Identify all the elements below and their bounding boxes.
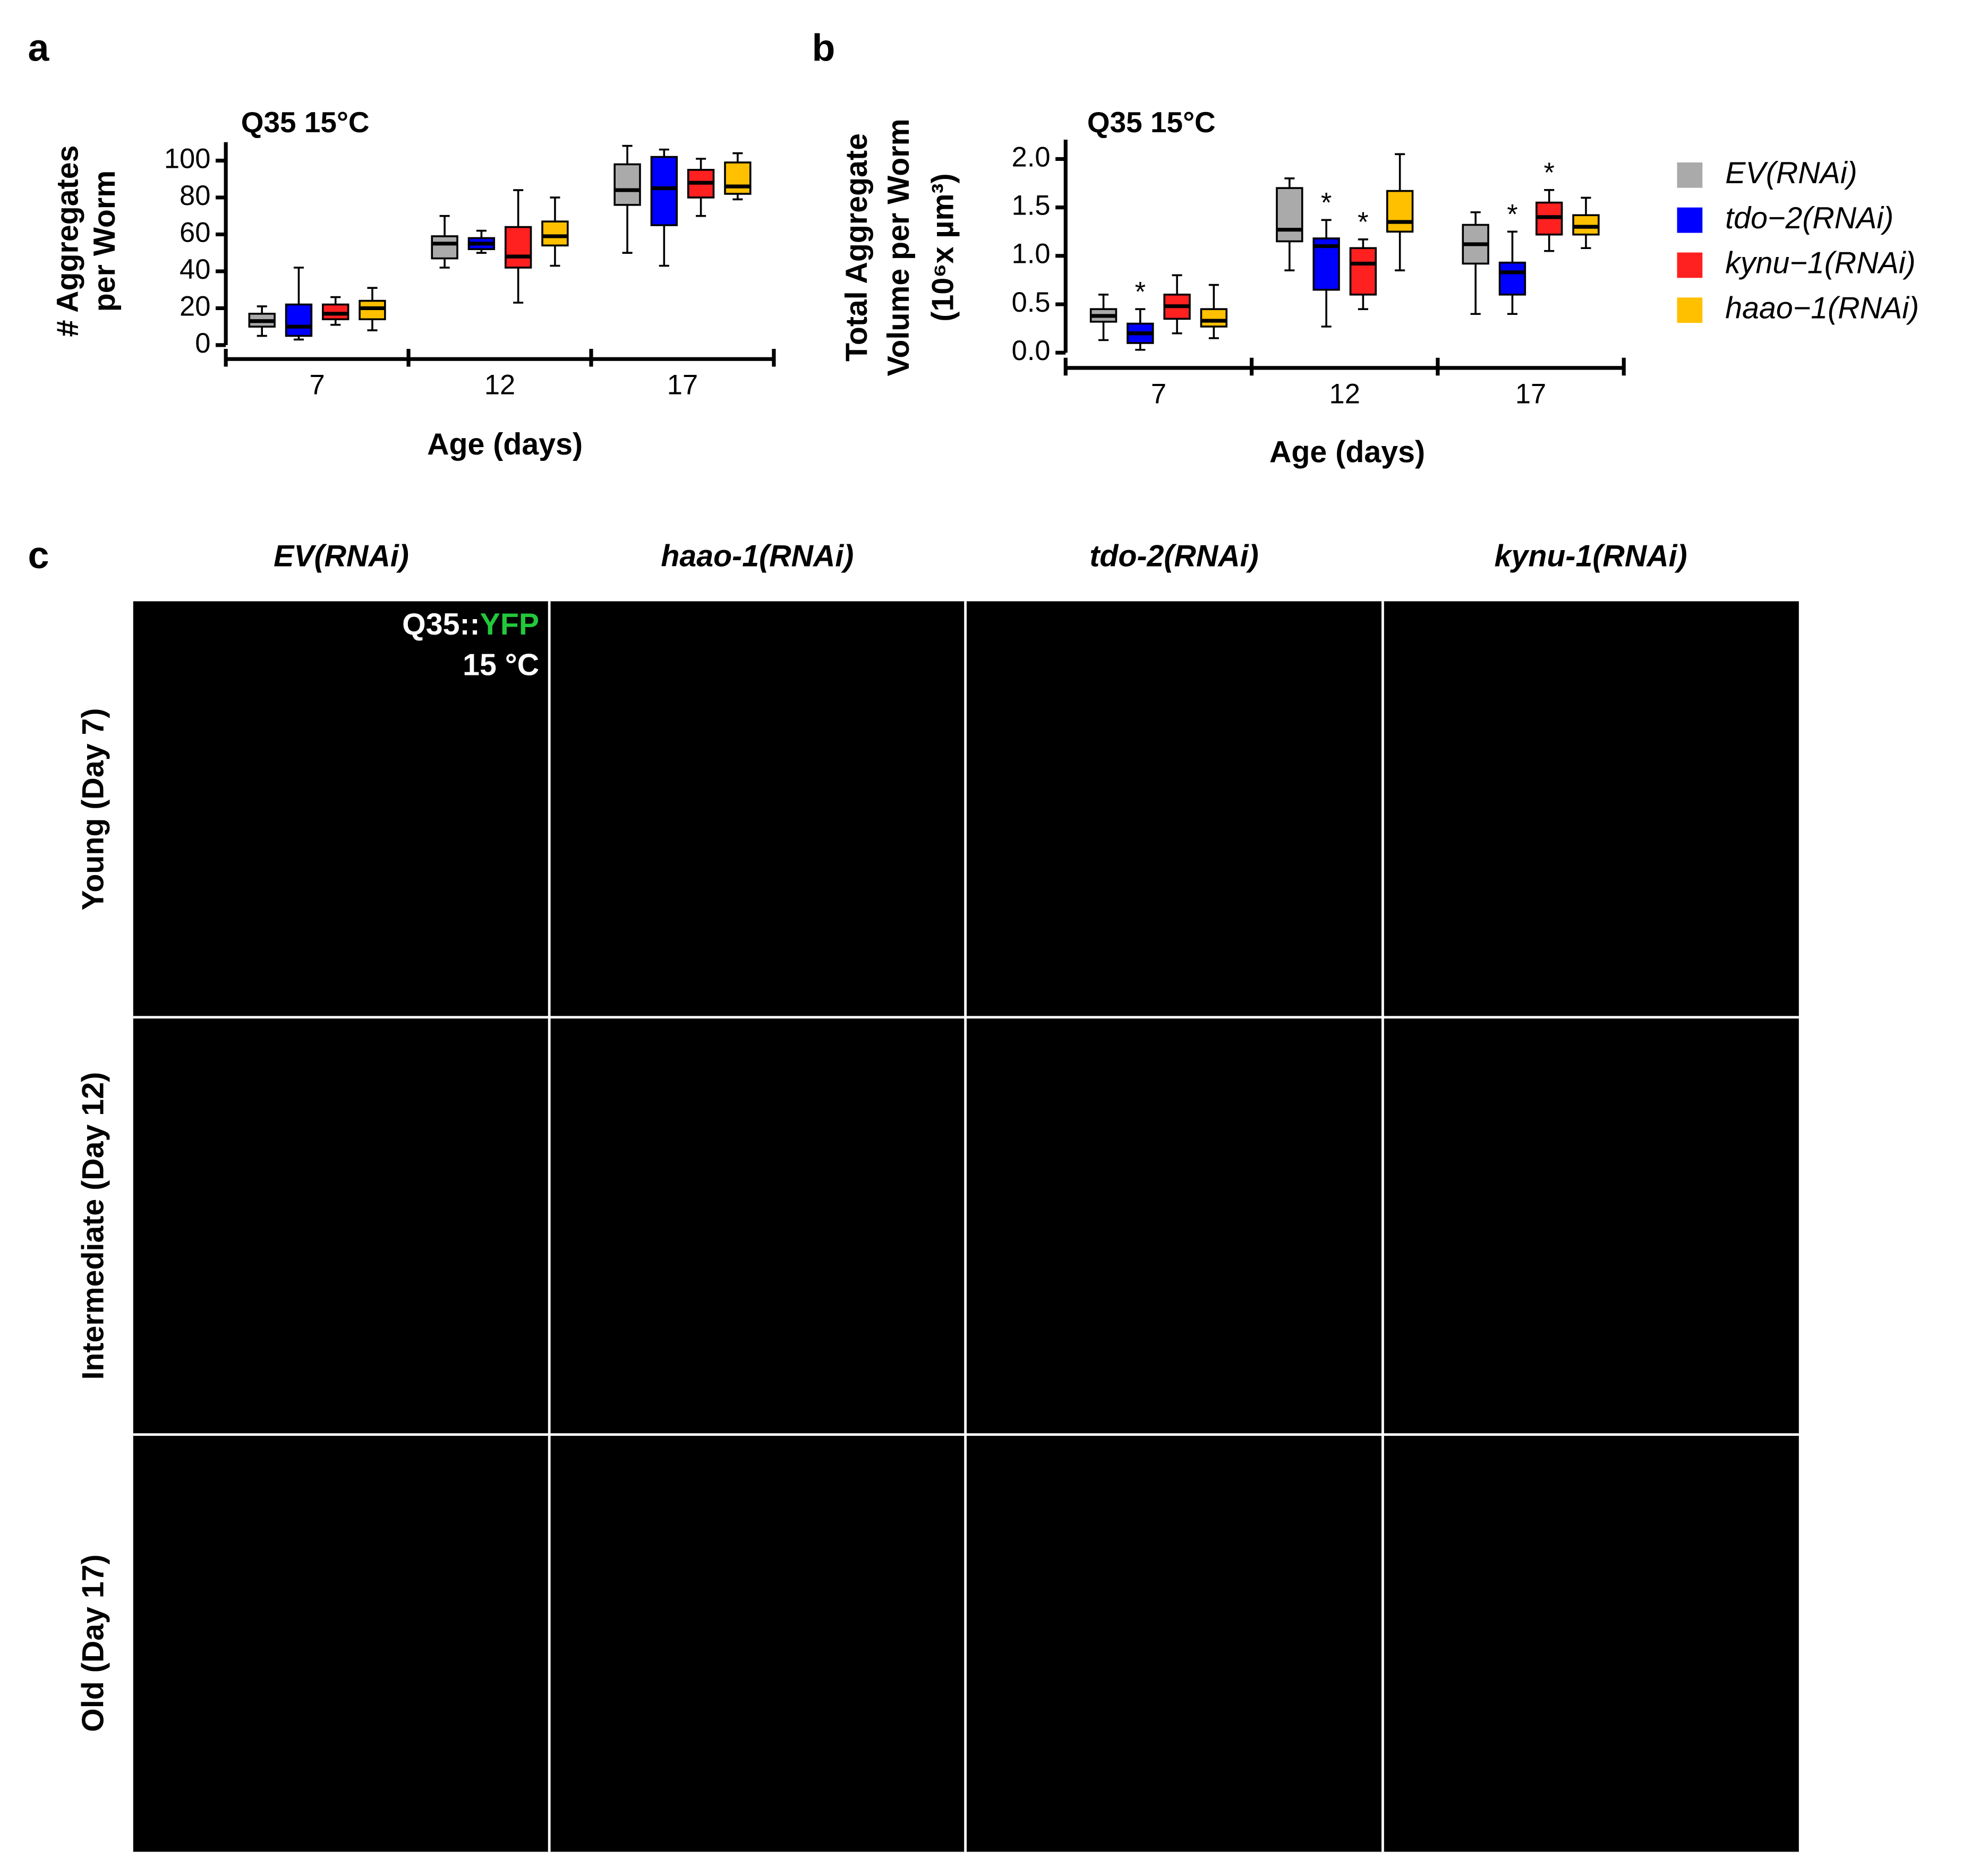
significance: *	[1135, 276, 1146, 307]
legend-label: kynu−1(RNAi)	[1725, 246, 1915, 280]
y-tick-label: 40	[180, 254, 210, 285]
y-axis-label: per Worm	[88, 170, 122, 312]
box	[541, 220, 569, 247]
micrograph	[549, 601, 966, 1017]
box	[724, 161, 752, 195]
y-tick-label: 20	[180, 290, 210, 322]
micrograph	[549, 1434, 966, 1852]
box	[505, 226, 532, 269]
box	[431, 235, 458, 260]
x-tick-label: 12	[484, 370, 515, 401]
row-label: Young (Day 7)	[76, 708, 110, 911]
significance: *	[1321, 187, 1332, 219]
y-tick-label: 0.5	[1012, 287, 1051, 318]
y-tick-label: 1.5	[1012, 190, 1051, 221]
significance: *	[1507, 199, 1517, 230]
column-header: kynu-1(RNAi)	[1495, 539, 1687, 573]
box	[1498, 261, 1526, 296]
significance: *	[1543, 157, 1554, 189]
significance: *	[1358, 207, 1368, 238]
x-tick-label: 17	[667, 370, 698, 401]
y-tick-label: 80	[180, 180, 210, 211]
box	[1276, 187, 1303, 243]
box	[1386, 190, 1414, 233]
y-axis-label: (10⁶x µm³)	[926, 173, 960, 321]
legend-label: EV(RNAi)	[1725, 156, 1857, 190]
overlay-channel: YFP	[480, 607, 539, 641]
x-tick-label: 12	[1329, 378, 1360, 409]
box	[650, 156, 678, 226]
micrograph	[1383, 1434, 1799, 1852]
box	[1572, 214, 1600, 236]
column-header: tdo-2(RNAi)	[1089, 539, 1258, 573]
y-tick-label: 60	[180, 217, 210, 248]
legend-label: tdo−2(RNAi)	[1725, 201, 1893, 235]
micrograph	[965, 601, 1383, 1017]
legend-swatch	[1677, 252, 1703, 278]
column-header: haao-1(RNAi)	[661, 539, 854, 573]
panel-label: b	[812, 27, 835, 70]
x-axis-label: Age (days)	[427, 427, 583, 461]
panel-label: c	[28, 534, 49, 577]
row-label: Intermediate (Day 12)	[76, 1072, 110, 1380]
box	[1349, 247, 1377, 296]
overlay-label: Q35::YFP	[402, 607, 539, 641]
micrograph	[965, 1017, 1383, 1435]
chart-title: Q35 15°C	[241, 106, 370, 139]
x-axis-label: Age (days)	[1269, 435, 1425, 469]
micrograph	[133, 1017, 550, 1435]
micrograph	[965, 1434, 1383, 1852]
x-tick-label: 17	[1515, 378, 1546, 409]
chart-title: Q35 15°C	[1087, 106, 1216, 139]
y-axis-label: # Aggregates	[51, 145, 85, 337]
y-axis-label: Volume per Worm	[882, 118, 916, 376]
micrograph	[1383, 1017, 1799, 1435]
row-label: Old (Day 17)	[76, 1554, 110, 1732]
image-grid: EV(RNAi) haao-1(RNAi) tdo-2(RNAi) kynu-1(RN…	[76, 539, 1799, 1852]
panel-label: a	[28, 27, 50, 70]
legend-label: haao−1(RNAi)	[1725, 291, 1919, 325]
micrograph	[133, 1434, 550, 1852]
y-axis-label: Total Aggregate	[840, 133, 874, 362]
y-tick-label: 100	[164, 143, 211, 174]
y-tick-label: 0	[195, 328, 210, 359]
micrograph	[1383, 601, 1799, 1017]
column-header: EV(RNAi)	[274, 539, 409, 573]
box	[613, 163, 641, 206]
box	[1200, 308, 1228, 328]
micrograph	[133, 601, 550, 1017]
x-tick-label: 7	[1151, 378, 1166, 409]
y-tick-label: 2.0	[1012, 141, 1051, 173]
y-tick-label: 1.0	[1012, 238, 1051, 270]
box	[285, 303, 313, 337]
overlay-temperature: 15 °C	[463, 648, 539, 682]
legend-swatch	[1677, 162, 1703, 188]
micrograph	[549, 1017, 966, 1435]
legend-swatch	[1677, 207, 1703, 233]
x-tick-label: 7	[310, 370, 325, 401]
overlay-protein: Q35::	[402, 607, 480, 641]
y-tick-label: 0.0	[1012, 335, 1051, 366]
legend-swatch	[1677, 297, 1703, 323]
